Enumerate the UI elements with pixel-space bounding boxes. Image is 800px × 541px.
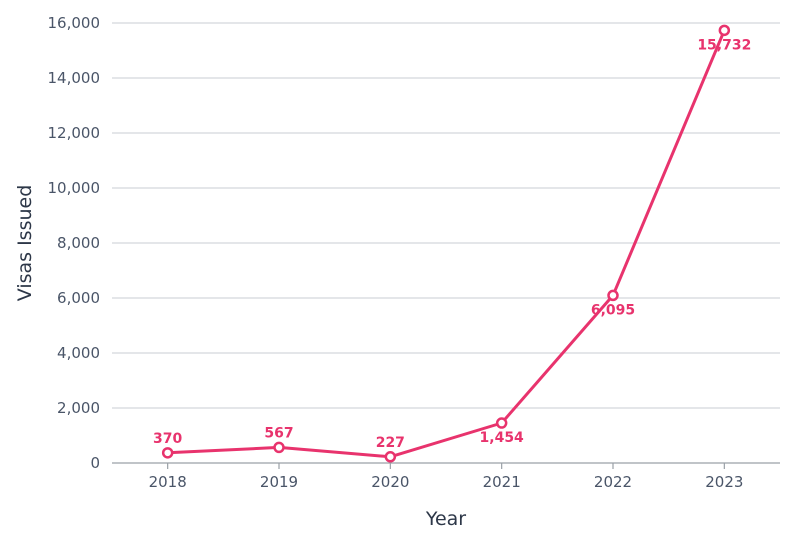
x-tick-label: 2020 bbox=[371, 473, 409, 491]
series-layer bbox=[161, 24, 731, 463]
x-tick-label: 2018 bbox=[149, 473, 187, 491]
axis-layer: 0 2,000 4,000 6,000 8,000 10,000 12,000 14,000 1… bbox=[48, 14, 780, 491]
x-axis-title: Year bbox=[425, 508, 466, 530]
x-tick-label: 2023 bbox=[705, 473, 743, 491]
y-tick-label: 14,000 bbox=[48, 69, 101, 87]
y-tick-label: 10,000 bbox=[48, 179, 101, 197]
data-label: 370 bbox=[153, 431, 182, 447]
x-tick-label: 2021 bbox=[483, 473, 521, 491]
data-point bbox=[384, 451, 397, 463]
x-tick-label: 2019 bbox=[260, 473, 298, 491]
y-tick-label: 4,000 bbox=[57, 344, 100, 362]
y-tick-label: 12,000 bbox=[48, 124, 101, 142]
data-label: 567 bbox=[264, 425, 293, 441]
data-label: 6,095 bbox=[591, 302, 635, 318]
data-point bbox=[273, 441, 285, 454]
data-label: 1,454 bbox=[480, 430, 525, 446]
y-tick-label: 6,000 bbox=[57, 289, 100, 307]
data-point bbox=[161, 447, 174, 459]
y-tick-label: 16,000 bbox=[48, 14, 101, 32]
grid-layer bbox=[112, 22, 780, 409]
y-tick-label: 8,000 bbox=[57, 234, 100, 252]
data-point bbox=[718, 24, 731, 37]
data-point bbox=[495, 417, 508, 429]
data-label: 15,732 bbox=[697, 37, 751, 53]
x-tick-label: 2022 bbox=[594, 473, 632, 491]
y-tick-label: 0 bbox=[90, 454, 100, 472]
y-tick-label: 2,000 bbox=[57, 399, 100, 417]
y-axis-title: Visas Issued bbox=[14, 185, 36, 302]
series-line bbox=[166, 28, 726, 459]
data-point bbox=[607, 289, 619, 302]
data-label: 227 bbox=[376, 435, 405, 451]
label-layer: 370 567 227 1,454 6,095 15,732 bbox=[153, 37, 751, 450]
